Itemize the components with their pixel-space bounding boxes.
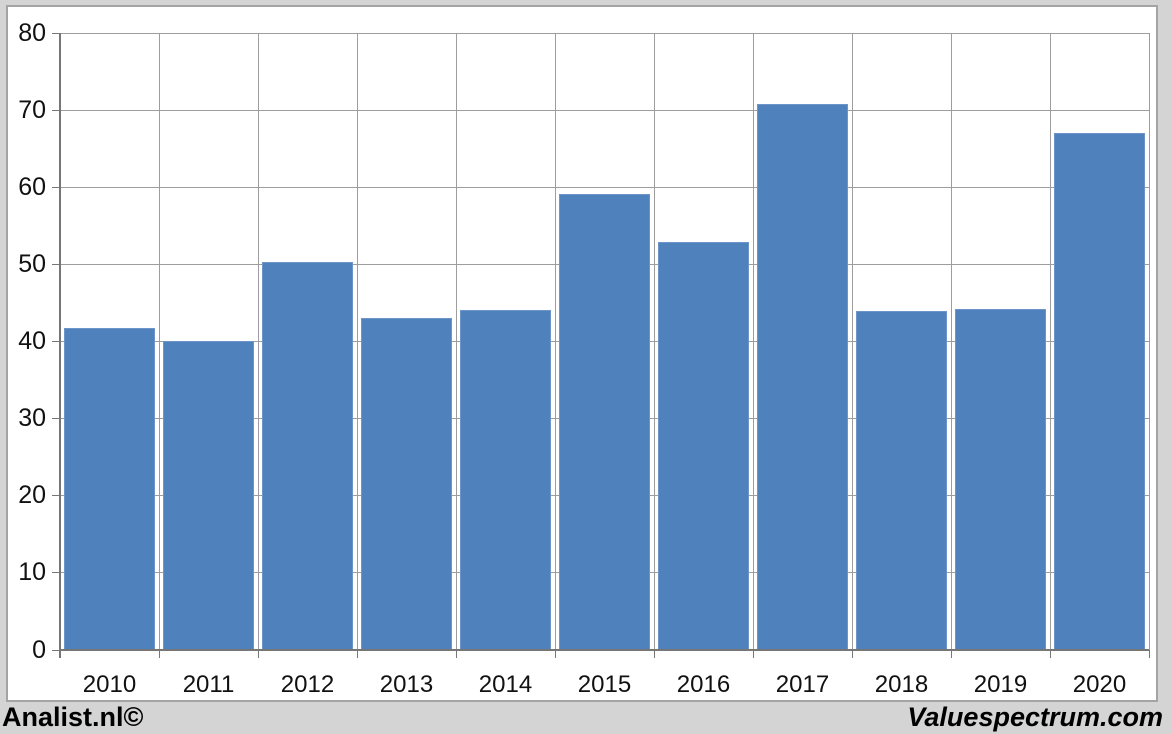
y-axis-tick: [52, 186, 60, 188]
x-axis-tick: [653, 650, 655, 658]
x-axis-tick: [1148, 650, 1150, 658]
x-axis-tick: [257, 650, 259, 658]
v-gridline: [653, 33, 655, 650]
y-axis-tick: [52, 32, 60, 34]
y-axis-tick: [52, 341, 60, 342]
bar-2018: [856, 310, 947, 650]
bar-2020: [1054, 133, 1145, 650]
v-gridline: [455, 33, 457, 650]
y-axis-tick-label: 10: [18, 558, 46, 587]
v-gridline: [752, 33, 754, 650]
h-gridline: [60, 109, 1149, 111]
y-axis-tick: [52, 649, 60, 651]
bar-2010: [64, 328, 155, 650]
x-axis-tick: [950, 650, 952, 658]
v-gridline: [1148, 33, 1150, 650]
x-axis-tick: [851, 650, 853, 658]
footer-bar: Analist.nl© Valuespectrum.com: [0, 702, 1172, 734]
v-gridline: [851, 33, 853, 650]
x-axis-tick: [455, 650, 457, 658]
x-axis-tick-label: 2012: [280, 671, 335, 698]
footer-left-brand: Analist.nl©: [2, 702, 144, 732]
y-axis-tick: [52, 263, 60, 265]
h-gridline: [60, 32, 1149, 34]
y-axis-tick-label: 60: [18, 172, 46, 201]
x-axis-tick-label: 2016: [676, 671, 731, 698]
bar-2017: [757, 103, 848, 650]
x-axis-tick: [554, 650, 556, 658]
x-axis-tick-label: 2014: [478, 671, 533, 698]
y-axis-tick-label: 30: [18, 404, 46, 433]
x-axis-tick-label: 2020: [1072, 671, 1127, 698]
v-gridline: [950, 33, 952, 650]
x-axis-tick-label: 2015: [577, 671, 632, 698]
v-gridline: [158, 33, 160, 650]
bar-2013: [361, 318, 452, 650]
v-gridline: [356, 33, 358, 650]
x-axis-tick-label: 2013: [379, 671, 434, 698]
y-axis-tick-label: 40: [18, 327, 46, 355]
x-axis-tick-label: 2017: [775, 671, 830, 698]
y-axis-tick: [52, 572, 60, 574]
bar-2015: [559, 194, 650, 650]
x-axis-tick: [158, 650, 160, 658]
bar-2019: [955, 309, 1046, 650]
y-axis-tick: [52, 495, 60, 497]
bar-2012: [262, 262, 353, 650]
v-gridline: [257, 33, 259, 650]
y-axis-tick-label: 50: [18, 249, 46, 278]
bar-2016: [658, 242, 749, 650]
y-axis-line: [59, 33, 61, 658]
x-axis-tick-label: 2010: [82, 671, 137, 698]
x-axis-tick: [356, 650, 358, 658]
y-axis-tick: [52, 418, 60, 420]
x-axis-tick-label: 2011: [182, 671, 235, 698]
y-axis-tick-label: 20: [18, 481, 46, 510]
v-gridline: [1049, 33, 1051, 650]
x-axis-tick: [1049, 650, 1051, 658]
bar-2011: [163, 340, 254, 650]
footer-right-brand: Valuespectrum.com: [907, 702, 1163, 732]
y-axis-tick-label: 70: [18, 95, 46, 124]
h-gridline: [60, 186, 1149, 188]
x-axis-tick: [752, 650, 754, 658]
v-gridline: [554, 33, 556, 650]
x-axis-line: [60, 649, 1149, 651]
y-axis-tick-label: 80: [18, 18, 46, 47]
y-axis-tick: [52, 109, 60, 111]
x-axis-tick-label: 2018: [874, 671, 929, 698]
x-axis-tick-label: 2019: [973, 671, 1028, 698]
y-axis-tick-label: 0: [32, 635, 46, 664]
bar-2014: [460, 309, 551, 650]
